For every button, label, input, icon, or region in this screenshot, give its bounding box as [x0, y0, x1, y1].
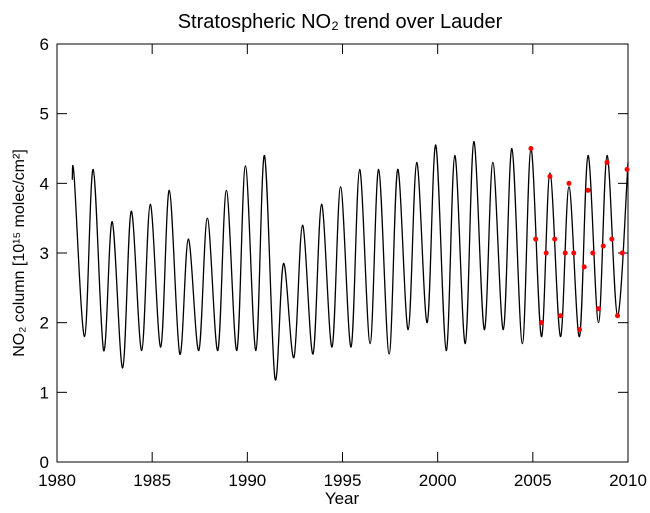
data-point [547, 173, 553, 179]
x-tick-label: 2005 [514, 471, 552, 490]
data-point [581, 264, 587, 270]
chart-title: Stratospheric NO₂ trend over Lauder [178, 11, 503, 33]
y-tick-label: 1 [40, 383, 49, 402]
plot-frame [56, 43, 629, 463]
data-line [71, 140, 629, 381]
y-tick-label: 6 [40, 35, 49, 54]
data-point [552, 236, 558, 242]
data-point [609, 236, 615, 242]
data-point [590, 250, 596, 256]
data-point [604, 159, 610, 165]
data-point [585, 187, 591, 193]
data-point [615, 313, 621, 319]
y-tick-label: 4 [40, 174, 49, 193]
x-axis-label: Year [325, 489, 360, 508]
data-point [571, 250, 577, 256]
data-point [557, 313, 563, 319]
data-point [600, 243, 606, 249]
data-point [538, 320, 544, 326]
x-tick-label: 1990 [228, 471, 266, 490]
data-point [624, 166, 630, 172]
x-tick-label: 1995 [324, 471, 362, 490]
data-point [543, 250, 549, 256]
data-point [528, 146, 534, 151]
x-tick-label: 2000 [419, 471, 457, 490]
y-tick-label: 0 [40, 453, 49, 472]
data-point [566, 180, 572, 186]
data-point [619, 250, 625, 256]
x-tick-label: 1980 [38, 471, 76, 490]
y-tick-label: 5 [40, 105, 49, 124]
data-point [533, 236, 539, 242]
data-point [576, 327, 582, 333]
x-tick-label: 2010 [609, 471, 647, 490]
data-point [562, 250, 568, 256]
x-tick-label: 1985 [133, 471, 171, 490]
y-axis-label: NO₂ column [10¹⁵ molec/cm²] [11, 149, 28, 357]
y-tick-label: 2 [40, 314, 49, 333]
data-point [595, 306, 601, 312]
y-tick-label: 3 [40, 244, 49, 263]
